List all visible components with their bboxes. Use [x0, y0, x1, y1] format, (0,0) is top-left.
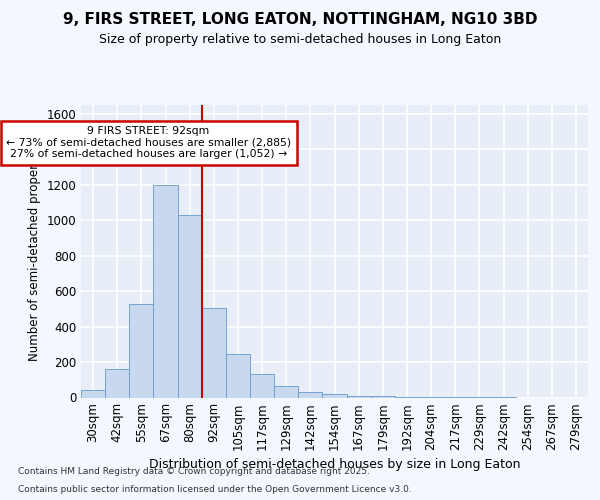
- Bar: [226, 354, 250, 398]
- Bar: [250, 374, 274, 398]
- Text: Contains HM Land Registry data © Crown copyright and database right 2025.: Contains HM Land Registry data © Crown c…: [18, 467, 370, 476]
- Bar: [395, 396, 419, 398]
- X-axis label: Distribution of semi-detached houses by size in Long Eaton: Distribution of semi-detached houses by …: [149, 458, 520, 471]
- Bar: [202, 308, 226, 398]
- Bar: [129, 304, 154, 398]
- Bar: [298, 392, 322, 398]
- Text: 9, FIRS STREET, LONG EATON, NOTTINGHAM, NG10 3BD: 9, FIRS STREET, LONG EATON, NOTTINGHAM, …: [63, 12, 537, 28]
- Text: Size of property relative to semi-detached houses in Long Eaton: Size of property relative to semi-detach…: [99, 34, 501, 46]
- Bar: [178, 215, 202, 398]
- Bar: [371, 396, 395, 398]
- Bar: [322, 394, 347, 398]
- Y-axis label: Number of semi-detached properties: Number of semi-detached properties: [28, 142, 41, 360]
- Bar: [105, 369, 129, 398]
- Bar: [274, 386, 298, 398]
- Bar: [81, 390, 105, 398]
- Text: 9 FIRS STREET: 92sqm
← 73% of semi-detached houses are smaller (2,885)
27% of se: 9 FIRS STREET: 92sqm ← 73% of semi-detac…: [6, 126, 291, 160]
- Text: Contains public sector information licensed under the Open Government Licence v3: Contains public sector information licen…: [18, 484, 412, 494]
- Bar: [154, 185, 178, 398]
- Bar: [347, 396, 371, 398]
